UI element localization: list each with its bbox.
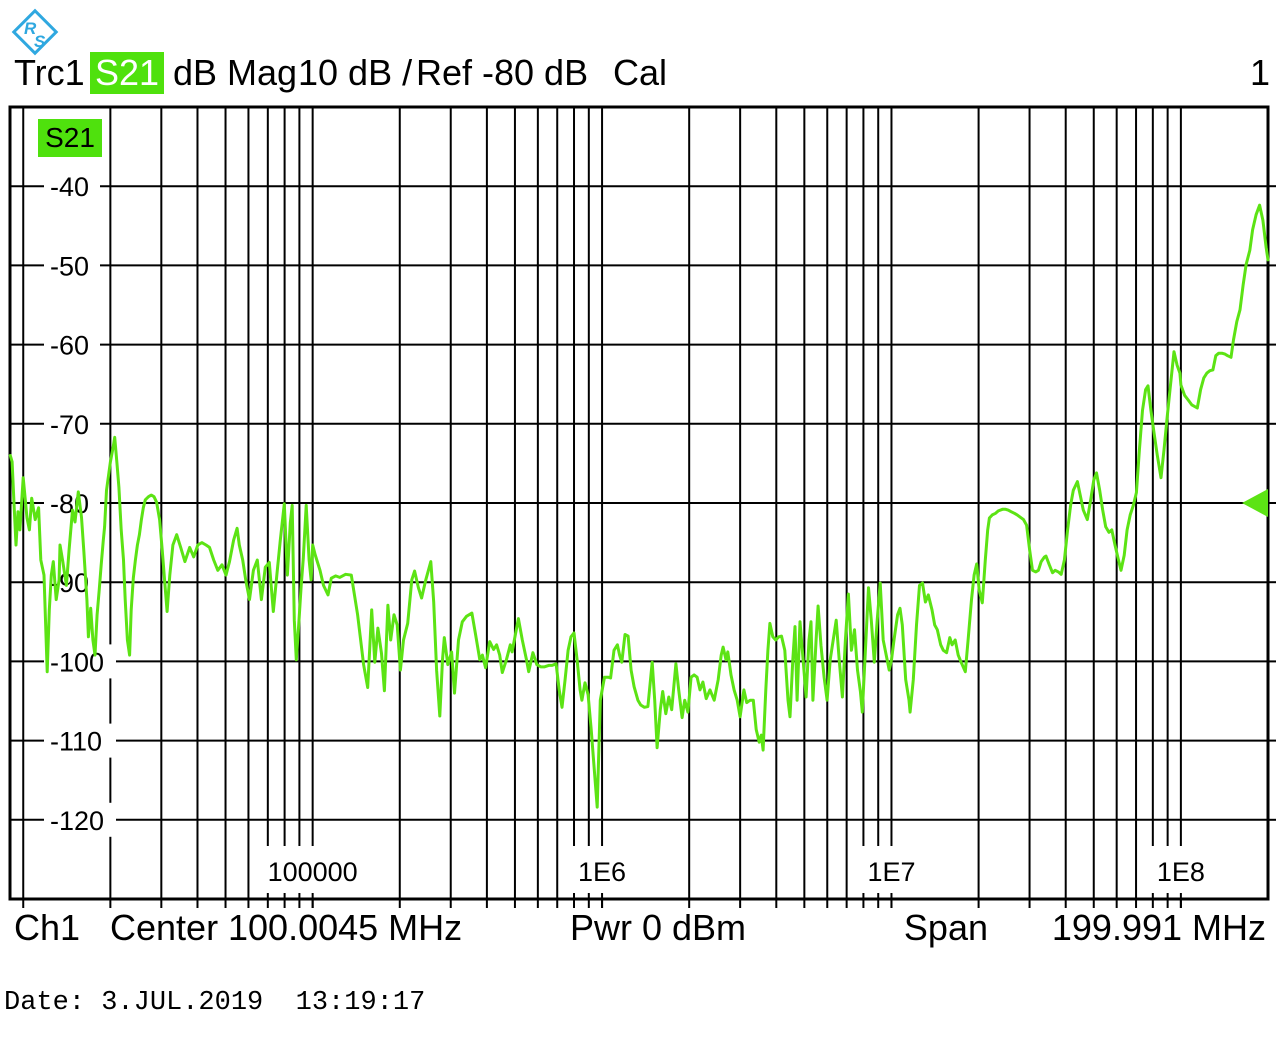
- y-axis-tick-label: -60: [50, 331, 89, 361]
- rohde-schwarz-logo: R S: [11, 8, 59, 56]
- measured-parameter-chip[interactable]: S21: [90, 52, 165, 94]
- date-time-stamp: Date: 3.JUL.2019 13:19:17: [4, 988, 426, 1018]
- logo-letter-r: R: [24, 19, 37, 38]
- x-axis-tick-label: 1E8: [1157, 857, 1205, 887]
- cal-status: Cal: [613, 52, 668, 93]
- x-axis-tick-label: 1E6: [578, 857, 626, 887]
- window-number: 1: [1249, 52, 1270, 93]
- span-value[interactable]: 199.991 MHz: [1051, 907, 1266, 948]
- y-axis-tick-label: -70: [50, 410, 89, 440]
- y-axis-tick-label: -40: [50, 172, 89, 202]
- x-axis-tick-label: 100000: [268, 857, 358, 887]
- logo-diamond: [11, 8, 59, 56]
- trace-format[interactable]: dB Mag: [173, 52, 298, 93]
- trace-name[interactable]: Trc1: [14, 52, 85, 93]
- y-axis-tick-label: -110: [50, 727, 102, 757]
- channel-name[interactable]: Ch1: [14, 907, 81, 948]
- trace-scale[interactable]: 10 dB /: [298, 52, 413, 93]
- y-axis-tick-label: -120: [50, 806, 104, 836]
- power-label[interactable]: Pwr: [570, 907, 632, 948]
- s21-trace: [8, 203, 1270, 809]
- logo-letter-s: S: [34, 32, 46, 51]
- center-label[interactable]: Center: [110, 907, 219, 948]
- reference-level-marker-icon: [1242, 489, 1268, 517]
- x-axis-tick-label: 1E7: [867, 857, 915, 887]
- power-value[interactable]: 0 dBm: [642, 907, 747, 948]
- center-value[interactable]: 100.0045 MHz: [228, 907, 463, 948]
- y-axis-tick-label: -80: [50, 489, 89, 519]
- trace-header: Trc1 S21 dB Mag 10 dB / Ref -80 dB Cal 1: [0, 52, 1278, 96]
- trace-reference[interactable]: Ref -80 dB: [416, 52, 589, 93]
- channel-footer: Ch1 Center 100.0045 MHz Pwr 0 dBm Span 1…: [0, 905, 1278, 953]
- span-label[interactable]: Span: [903, 907, 988, 948]
- y-axis-tick-label: -50: [50, 251, 89, 281]
- trace-badge-label: S21: [45, 122, 95, 153]
